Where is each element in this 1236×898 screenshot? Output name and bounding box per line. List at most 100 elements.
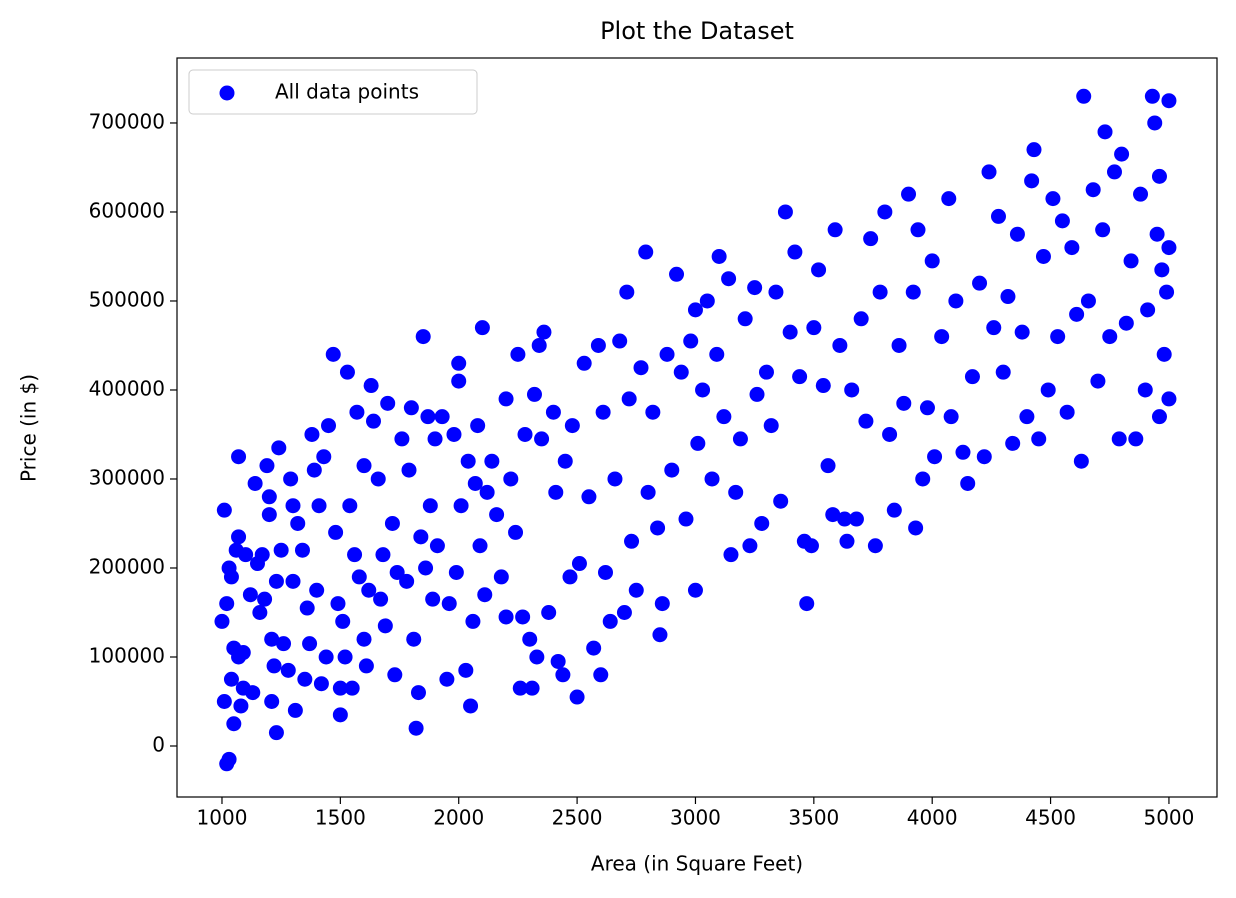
data-point: [773, 493, 789, 509]
data-point: [408, 720, 424, 736]
y-tick-label: 700000: [89, 109, 165, 133]
data-point: [652, 627, 668, 643]
data-point: [848, 511, 864, 527]
data-point: [216, 502, 232, 518]
data-point: [316, 449, 332, 465]
data-point: [1045, 191, 1061, 207]
data-point: [742, 538, 758, 554]
x-tick-label: 3000: [670, 806, 721, 830]
data-point: [339, 364, 355, 380]
data-point: [915, 471, 931, 487]
data-point: [370, 471, 386, 487]
data-point: [827, 222, 843, 238]
data-point: [839, 533, 855, 549]
data-point: [628, 582, 644, 598]
data-point: [1000, 289, 1016, 305]
data-point: [782, 324, 798, 340]
data-point: [882, 426, 898, 442]
data-point: [313, 676, 329, 692]
data-point: [321, 418, 337, 434]
data-point: [254, 547, 270, 563]
data-point: [837, 511, 853, 527]
data-point: [266, 658, 282, 674]
data-point: [347, 547, 363, 563]
data-point: [458, 662, 474, 678]
data-point: [1031, 431, 1047, 447]
data-point: [373, 591, 389, 607]
data-point: [297, 671, 313, 687]
data-point: [1151, 409, 1167, 425]
data-point: [387, 667, 403, 683]
data-point: [351, 569, 367, 585]
y-tick-label: 400000: [89, 376, 165, 400]
data-point: [640, 484, 656, 500]
data-point: [306, 462, 322, 478]
data-point: [422, 498, 438, 514]
data-point: [820, 458, 836, 474]
x-tick-label: 4500: [1025, 806, 1076, 830]
data-point: [659, 346, 675, 362]
data-point: [995, 364, 1011, 380]
data-point: [472, 538, 488, 554]
data-point: [695, 382, 711, 398]
y-tick-label: 0: [152, 733, 165, 757]
data-point: [1040, 382, 1056, 398]
x-tick-label: 1500: [315, 806, 366, 830]
data-point: [238, 547, 254, 563]
x-tick-label: 2000: [433, 806, 484, 830]
data-point: [1064, 240, 1080, 256]
data-point: [526, 386, 542, 402]
data-point: [451, 373, 467, 389]
data-point: [576, 355, 592, 371]
data-point: [955, 444, 971, 460]
data-point: [410, 685, 426, 701]
data-point: [304, 426, 320, 442]
data-point: [541, 604, 557, 620]
data-point: [650, 520, 666, 536]
data-point: [678, 511, 694, 527]
data-point: [806, 320, 822, 336]
data-point: [287, 702, 303, 718]
data-point: [891, 337, 907, 353]
data-point: [981, 164, 997, 180]
data-point: [418, 560, 434, 576]
data-point: [941, 191, 957, 207]
data-point: [633, 360, 649, 376]
data-point: [1102, 329, 1118, 345]
data-point: [332, 707, 348, 723]
data-point: [235, 645, 251, 661]
data-point: [645, 404, 661, 420]
data-point: [531, 337, 547, 353]
data-point: [607, 471, 623, 487]
data-point: [1156, 346, 1172, 362]
data-point: [896, 395, 912, 411]
data-point: [344, 680, 360, 696]
data-point: [434, 409, 450, 425]
data-point: [777, 204, 793, 220]
data-point: [737, 311, 753, 327]
data-point: [863, 231, 879, 247]
data-point: [747, 280, 763, 296]
data-point: [467, 475, 483, 491]
data-point: [569, 689, 585, 705]
data-point: [536, 324, 552, 340]
data-point: [590, 337, 606, 353]
data-point: [815, 378, 831, 394]
data-point: [508, 524, 524, 540]
data-point: [268, 573, 284, 589]
data-point: [1149, 226, 1165, 242]
data-point: [290, 515, 306, 531]
data-point: [1097, 124, 1113, 140]
data-point: [704, 471, 720, 487]
data-point: [460, 453, 476, 469]
data-point: [1059, 404, 1075, 420]
data-point: [309, 582, 325, 598]
data-point: [425, 591, 441, 607]
data-point: [1123, 253, 1139, 269]
data-point: [1106, 164, 1122, 180]
data-point: [342, 498, 358, 514]
data-point: [285, 498, 301, 514]
data-point: [638, 244, 654, 260]
data-point: [503, 471, 519, 487]
data-point: [1095, 222, 1111, 238]
